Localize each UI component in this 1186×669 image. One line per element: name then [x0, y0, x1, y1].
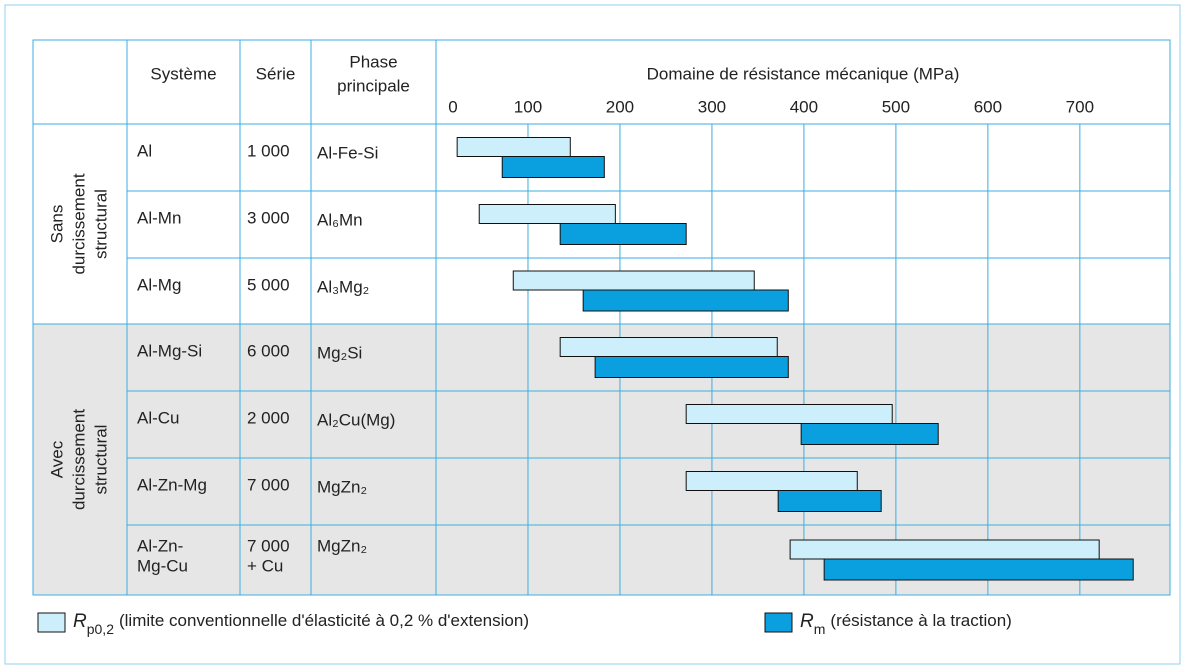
serie-label: 7 000: [247, 475, 290, 494]
phase-label: Al₂Cu(Mg): [317, 410, 395, 429]
column-header: Système: [150, 64, 216, 83]
system-label: Al-Mg: [137, 275, 181, 294]
column-header: principale: [337, 76, 410, 95]
legend-name: (limite conventionnelle d'élasticité à 0…: [119, 611, 529, 630]
range-bar: [800, 423, 939, 445]
range-bar: [478, 204, 616, 224]
group-label-line: durcissement: [69, 409, 88, 510]
range-bar: [789, 539, 1100, 560]
legend-symbol: R: [73, 611, 87, 632]
group-label: Avec durcissement structural: [47, 409, 110, 510]
legend-label: Rm (résistance à la traction): [800, 611, 1012, 637]
system-label: Al-Mg-Si: [137, 341, 202, 360]
phase-label: Al₃Mg₂: [317, 277, 369, 296]
system-label: Al-Zn-Mg: [137, 475, 207, 494]
serie-label: + Cu: [247, 556, 283, 575]
legend-swatch: [37, 612, 66, 633]
x-tick-label: 400: [790, 97, 818, 116]
legend-symbol: R: [800, 611, 814, 632]
group-label-line: Sans: [47, 205, 66, 244]
column-header: Phase: [349, 52, 397, 71]
phase-label: Mg₂Si: [317, 343, 362, 362]
x-tick-label: 500: [882, 97, 910, 116]
serie-label: 7 000: [247, 536, 290, 555]
range-bar: [777, 490, 882, 512]
x-tick-label: 300: [698, 97, 726, 116]
x-tick-label: 200: [606, 97, 634, 116]
range-bar: [456, 137, 571, 157]
legend-label: Rp0,2 (limite conventionnelle d'élasticit…: [73, 611, 529, 637]
system-label: Al-Mn: [137, 208, 181, 227]
phase-label: MgZn₂: [317, 536, 367, 555]
serie-label: 5 000: [247, 275, 290, 294]
legend-swatch: [764, 612, 793, 633]
system-label: Al-Zn-: [137, 536, 183, 555]
range-bar: [512, 270, 755, 291]
range-bar: [582, 289, 789, 312]
phase-label: Al₆Mn: [317, 210, 363, 229]
range-bar: [685, 471, 858, 491]
legend-subscript: p0,2: [87, 621, 114, 637]
range-bar: [501, 156, 605, 178]
legend-subscript: m: [814, 621, 826, 637]
table-border: [32, 39, 1171, 596]
x-tick-label: 600: [974, 97, 1002, 116]
x-tick-label: 0: [448, 97, 457, 116]
group-label-line: structural: [91, 425, 110, 495]
x-tick-label: 700: [1066, 97, 1094, 116]
serie-label: 1 000: [247, 141, 290, 160]
serie-label: 6 000: [247, 341, 290, 360]
range-bar: [594, 356, 789, 378]
legend-name: (résistance à la traction): [830, 611, 1011, 630]
serie-label: 2 000: [247, 408, 290, 427]
range-bar: [559, 223, 687, 245]
x-tick-label: 100: [514, 97, 542, 116]
group-label-line: structural: [91, 189, 110, 259]
group-label-line: Avec: [47, 440, 66, 478]
serie-label: 3 000: [247, 208, 290, 227]
group-label: Sans durcissement structural: [47, 173, 110, 274]
range-bar: [685, 404, 893, 424]
phase-label: Al-Fe-Si: [317, 143, 378, 162]
group-label-line: durcissement: [69, 173, 88, 274]
chart-title: Domaine de résistance mécanique (MPa): [647, 64, 960, 83]
range-bar: [823, 558, 1134, 581]
range-bar: [559, 337, 778, 357]
system-label: Mg-Cu: [137, 556, 188, 575]
system-label: Al-Cu: [137, 408, 180, 427]
system-label: Al: [137, 141, 152, 160]
phase-label: MgZn₂: [317, 477, 367, 496]
column-header: Série: [256, 64, 296, 83]
